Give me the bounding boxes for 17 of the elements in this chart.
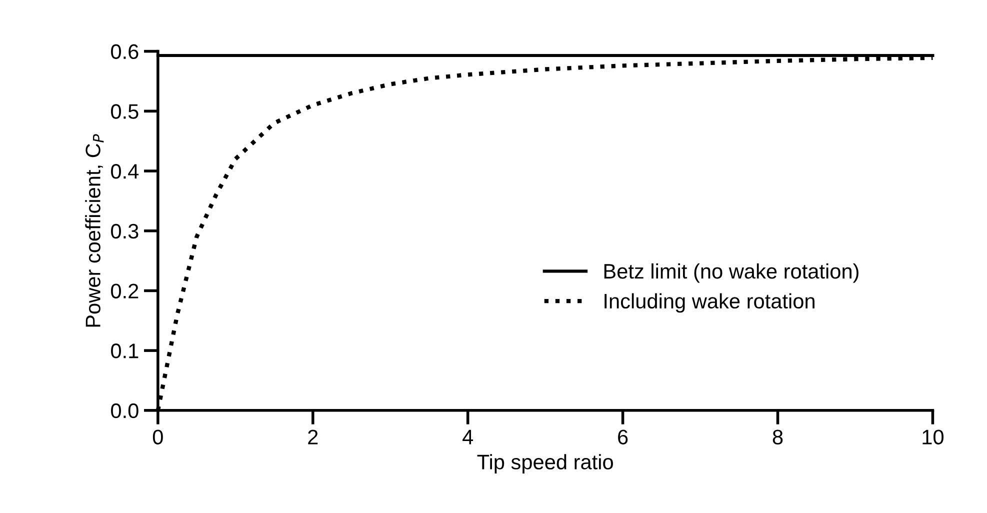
legend-label: Including wake rotation xyxy=(604,293,814,313)
y-tick-label: 0.0 xyxy=(111,403,138,418)
y-axis-title: Power coefficient, C$_{P}$ xyxy=(85,134,104,327)
y-tick-label: 0.2 xyxy=(111,284,138,298)
x-tick-label: 2 xyxy=(308,430,318,444)
x-axis-title: Tip speed ratio xyxy=(477,454,613,474)
y-tick-label: 0.6 xyxy=(111,44,138,60)
y-tick-label: 0.1 xyxy=(111,344,138,358)
y-tick-label: 0.5 xyxy=(111,104,138,119)
y-tick-label: 0.4 xyxy=(111,164,139,179)
x-tick-label: 8 xyxy=(772,430,783,444)
legend-label: Betz limit (no wake rotation) xyxy=(604,263,858,283)
y-tick-label: 0.3 xyxy=(111,224,138,239)
x-tick-label: 6 xyxy=(618,430,628,444)
x-tick-label: 10 xyxy=(922,430,944,444)
x-tick-label: 4 xyxy=(462,430,474,444)
x-tick-label: 0 xyxy=(152,430,163,444)
